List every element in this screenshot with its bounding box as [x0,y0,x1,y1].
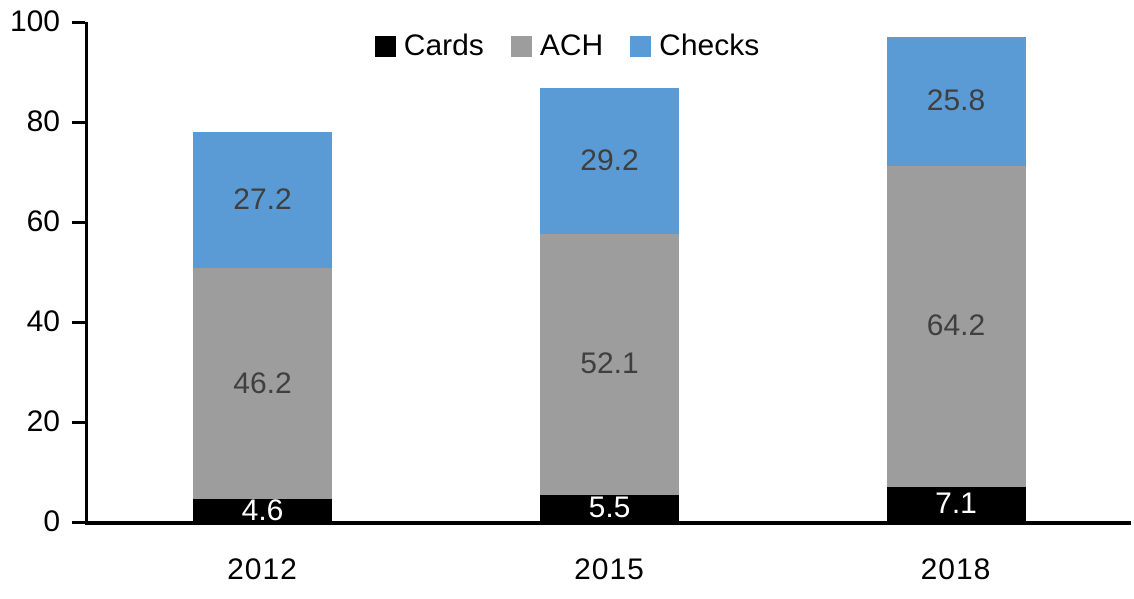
x-axis-tick-label: 2015 [574,553,645,586]
y-axis-line [85,22,88,525]
legend-item-checks: Checks [630,31,759,61]
data-label: 64.2 [926,309,986,342]
bar-segment-cards-2012: 4.6 [193,495,332,525]
bar-segment-cards-2015: 5.5 [540,491,679,525]
y-axis-tick-label: 20 [26,405,60,438]
legend-label-cards: Cards [403,29,484,62]
y-axis-tick-label: 100 [9,5,60,38]
y-axis-tick-label: 80 [26,105,60,138]
legend-item-cards: Cards [374,29,484,62]
bar-segment-ach-2012: 46.2 [193,268,332,499]
ach-swatch-icon [510,35,532,57]
data-label: 5.5 [588,491,631,525]
data-label: 27.2 [233,183,292,216]
y-axis-tick-label: 40 [26,305,60,338]
bar-segment-cards-2018: 7.1 [886,486,1026,522]
y-axis-tick-mark [72,420,85,424]
data-label: 46.2 [233,366,292,400]
y-axis-tick-mark [72,520,85,524]
bar-segment-ach-2018: 64.2 [886,165,1026,487]
checks-swatch-icon [630,35,652,57]
y-axis-tick-mark [72,220,85,224]
data-label: 29.2 [580,144,639,177]
legend-item-ach: ACH [510,29,604,62]
x-axis-tick-label: 2012 [227,553,298,586]
bar-segment-checks-2015: 29.2 [540,88,679,234]
legend: Cards ACH Checks [0,31,1134,61]
legend-label-ach: ACH [539,29,604,62]
x-axis-line [85,521,1131,525]
bar-segment-checks-2018: 25.8 [886,36,1026,166]
x-axis-tick-label: 2018 [920,553,992,586]
legend-label-checks: Checks [659,29,760,62]
data-label: 25.8 [926,84,986,117]
bar-segment-ach-2015: 52.1 [540,234,679,495]
data-label: 7.1 [935,487,977,521]
y-axis-tick-mark [72,120,85,124]
y-axis-tick-label: 0 [43,505,60,538]
bar-segment-checks-2012: 27.2 [193,132,332,268]
data-label: 52.1 [580,347,639,381]
y-axis-tick-mark [72,20,85,24]
y-axis-tick-label: 60 [26,205,60,238]
y-axis-tick-mark [72,320,85,324]
cards-swatch-icon [374,35,396,57]
data-label: 4.6 [241,493,284,527]
